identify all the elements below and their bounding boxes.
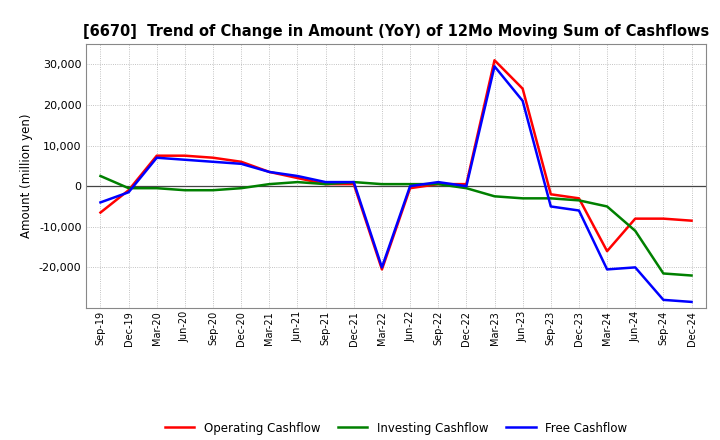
Investing Cashflow — [434, 181, 443, 187]
Investing Cashflow — [687, 273, 696, 278]
Investing Cashflow — [209, 187, 217, 193]
Free Cashflow — [96, 200, 105, 205]
Operating Cashflow — [546, 192, 555, 197]
Investing Cashflow — [631, 228, 639, 234]
Investing Cashflow — [490, 194, 499, 199]
Investing Cashflow — [293, 180, 302, 185]
Free Cashflow — [321, 180, 330, 185]
Free Cashflow — [125, 190, 133, 195]
Line: Free Cashflow: Free Cashflow — [101, 66, 691, 302]
Free Cashflow — [434, 180, 443, 185]
Investing Cashflow — [575, 198, 583, 203]
Free Cashflow — [546, 204, 555, 209]
Operating Cashflow — [209, 155, 217, 160]
Operating Cashflow — [575, 196, 583, 201]
Free Cashflow — [209, 159, 217, 165]
Operating Cashflow — [265, 169, 274, 175]
Free Cashflow — [265, 169, 274, 175]
Investing Cashflow — [546, 196, 555, 201]
Investing Cashflow — [321, 181, 330, 187]
Operating Cashflow — [659, 216, 667, 221]
Title: [6670]  Trend of Change in Amount (YoY) of 12Mo Moving Sum of Cashflows: [6670] Trend of Change in Amount (YoY) o… — [83, 24, 709, 39]
Operating Cashflow — [321, 181, 330, 187]
Free Cashflow — [153, 155, 161, 160]
Operating Cashflow — [462, 181, 471, 187]
Investing Cashflow — [518, 196, 527, 201]
Free Cashflow — [490, 64, 499, 69]
Operating Cashflow — [603, 249, 611, 254]
Operating Cashflow — [181, 153, 189, 158]
Free Cashflow — [406, 183, 415, 189]
Free Cashflow — [687, 299, 696, 304]
Free Cashflow — [631, 265, 639, 270]
Investing Cashflow — [462, 186, 471, 191]
Operating Cashflow — [125, 187, 133, 193]
Investing Cashflow — [349, 180, 358, 185]
Operating Cashflow — [153, 153, 161, 158]
Operating Cashflow — [406, 186, 415, 191]
Free Cashflow — [575, 208, 583, 213]
Free Cashflow — [237, 161, 246, 166]
Line: Operating Cashflow: Operating Cashflow — [101, 60, 691, 269]
Investing Cashflow — [659, 271, 667, 276]
Investing Cashflow — [96, 173, 105, 179]
Operating Cashflow — [434, 181, 443, 187]
Investing Cashflow — [265, 181, 274, 187]
Operating Cashflow — [293, 176, 302, 181]
Investing Cashflow — [603, 204, 611, 209]
Operating Cashflow — [349, 181, 358, 187]
Operating Cashflow — [631, 216, 639, 221]
Free Cashflow — [518, 98, 527, 103]
Investing Cashflow — [377, 181, 386, 187]
Operating Cashflow — [377, 267, 386, 272]
Free Cashflow — [377, 265, 386, 270]
Free Cashflow — [659, 297, 667, 303]
Operating Cashflow — [518, 86, 527, 92]
Free Cashflow — [181, 157, 189, 162]
Investing Cashflow — [181, 187, 189, 193]
Free Cashflow — [349, 180, 358, 185]
Free Cashflow — [462, 183, 471, 189]
Investing Cashflow — [406, 181, 415, 187]
Legend: Operating Cashflow, Investing Cashflow, Free Cashflow: Operating Cashflow, Investing Cashflow, … — [160, 417, 632, 440]
Line: Investing Cashflow: Investing Cashflow — [101, 176, 691, 275]
Free Cashflow — [293, 173, 302, 179]
Y-axis label: Amount (million yen): Amount (million yen) — [20, 114, 33, 238]
Investing Cashflow — [125, 186, 133, 191]
Operating Cashflow — [687, 218, 696, 224]
Free Cashflow — [603, 267, 611, 272]
Investing Cashflow — [153, 186, 161, 191]
Investing Cashflow — [237, 186, 246, 191]
Operating Cashflow — [96, 210, 105, 215]
Operating Cashflow — [237, 159, 246, 165]
Operating Cashflow — [490, 58, 499, 63]
